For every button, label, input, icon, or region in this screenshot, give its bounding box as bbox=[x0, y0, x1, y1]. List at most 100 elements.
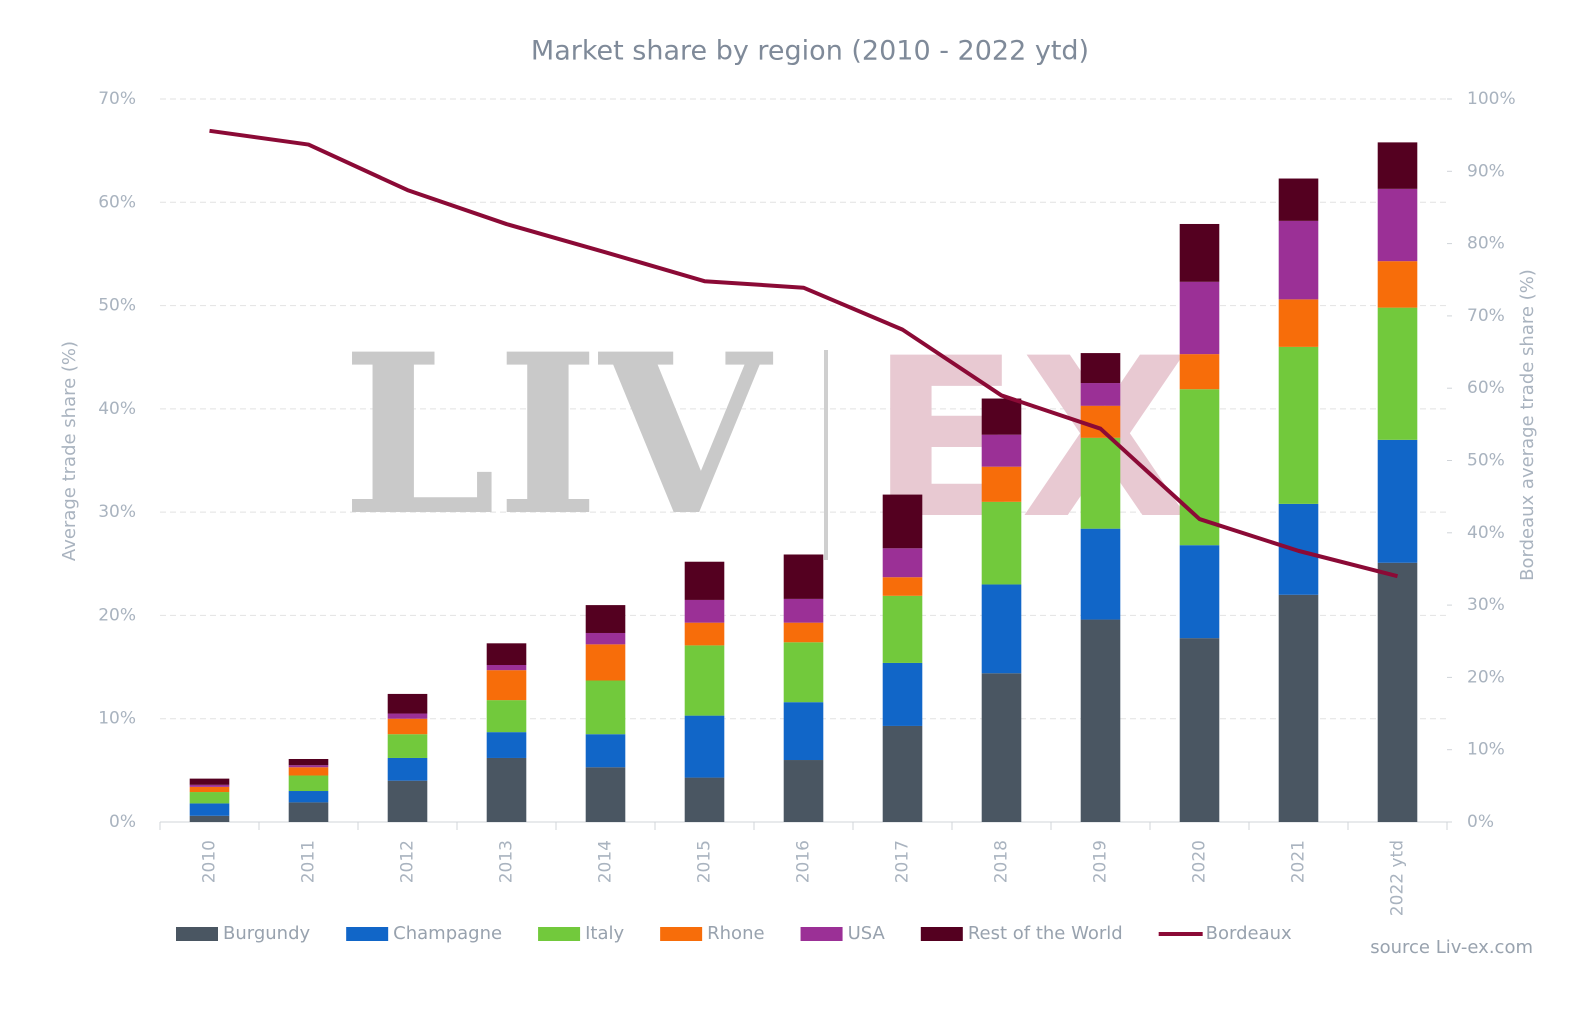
y2-tick-label: 40% bbox=[1467, 523, 1505, 543]
bar-segment bbox=[882, 662, 923, 726]
legend-label: Italy bbox=[585, 923, 624, 944]
bar-segment bbox=[486, 670, 527, 701]
bar-segment bbox=[189, 803, 230, 816]
legend-label: Champagne bbox=[393, 923, 502, 944]
bar-segment bbox=[1377, 261, 1418, 308]
bar-segment bbox=[684, 599, 725, 623]
y-tick-label: 60% bbox=[98, 192, 136, 212]
bar-segment bbox=[486, 643, 527, 666]
y2-tick-label: 50% bbox=[1467, 451, 1505, 471]
bar-segment bbox=[585, 767, 626, 822]
y-tick-label: 20% bbox=[98, 605, 136, 625]
bar-segment bbox=[684, 715, 725, 778]
bar-segment bbox=[585, 680, 626, 735]
bar-segment bbox=[1080, 383, 1121, 406]
bar-segment bbox=[288, 775, 329, 792]
x-tick-label: 2017 bbox=[893, 840, 913, 883]
y2-tick-label: 60% bbox=[1467, 378, 1505, 398]
bar-segment bbox=[189, 784, 230, 787]
bar-segment bbox=[189, 815, 230, 822]
bar-segment bbox=[783, 702, 824, 761]
bar-segment bbox=[981, 584, 1022, 674]
y-tick-label: 40% bbox=[98, 399, 136, 419]
y-tick-label: 70% bbox=[98, 89, 136, 109]
bar-segment bbox=[783, 622, 824, 643]
legend-swatch bbox=[538, 927, 581, 941]
legend-swatch bbox=[920, 927, 963, 941]
bar-segment bbox=[1377, 562, 1418, 822]
bar-segment bbox=[783, 642, 824, 703]
x-tick-label: 2016 bbox=[794, 840, 814, 883]
bar-segment bbox=[1278, 178, 1319, 221]
y2-tick-label: 90% bbox=[1467, 161, 1505, 181]
bar-segment bbox=[288, 758, 329, 766]
y2-axis-title: Bordeaux average trade share (%) bbox=[1517, 269, 1538, 581]
x-tick-label: 2011 bbox=[299, 840, 319, 883]
y2-tick-label: 100% bbox=[1467, 89, 1516, 109]
watermark: EX bbox=[870, 311, 1190, 567]
bar-segment bbox=[288, 765, 329, 768]
line-series bbox=[209, 128, 1398, 579]
bar-segment bbox=[783, 554, 824, 599]
bar-segment bbox=[783, 598, 824, 623]
bar-segment bbox=[1278, 220, 1319, 300]
bar-segment bbox=[684, 777, 725, 822]
legend-label: USA bbox=[848, 923, 886, 944]
x-tick-label: 2015 bbox=[695, 840, 715, 883]
x-tick-label: 2010 bbox=[200, 840, 220, 883]
y-axis-title: Average trade share (%) bbox=[59, 341, 80, 561]
bar-segment bbox=[684, 561, 725, 600]
bar-segment bbox=[486, 757, 527, 822]
bar-segment bbox=[486, 732, 527, 758]
legend-swatch bbox=[660, 927, 703, 941]
bar-segment bbox=[882, 595, 923, 663]
bar-segment bbox=[981, 466, 1022, 502]
source-note: source Liv-ex.com bbox=[1370, 937, 1533, 958]
bar-segment bbox=[387, 713, 428, 719]
bar-segment bbox=[1278, 594, 1319, 822]
bar-segment bbox=[1179, 638, 1220, 822]
y-tick-label: 30% bbox=[98, 502, 136, 522]
legend-label: Bordeaux bbox=[1206, 923, 1292, 944]
bar-segment bbox=[486, 700, 527, 733]
legend-swatch bbox=[800, 927, 843, 941]
bar-segment bbox=[1179, 354, 1220, 390]
bar-segment bbox=[288, 767, 329, 776]
y2-tick-label: 80% bbox=[1467, 234, 1505, 254]
chart-title: Market share by region (2010 - 2022 ytd) bbox=[531, 36, 1089, 67]
bar-segment bbox=[882, 494, 923, 549]
bar-segment bbox=[486, 665, 527, 671]
y-tick-label: 0% bbox=[109, 812, 136, 832]
bar-segment bbox=[1377, 188, 1418, 262]
y-tick-label: 10% bbox=[98, 709, 136, 729]
x-tick-label: 2021 bbox=[1289, 840, 1309, 883]
x-tick-label: 2020 bbox=[1190, 840, 1210, 883]
bar-segment bbox=[387, 693, 428, 714]
bar-segment bbox=[1080, 405, 1121, 438]
bar-segment bbox=[684, 622, 725, 646]
bar-segment bbox=[585, 605, 626, 633]
bar-segment bbox=[1278, 299, 1319, 347]
bar-segment bbox=[981, 673, 1022, 822]
grid bbox=[160, 98, 1447, 720]
watermark: LIV bbox=[342, 305, 774, 564]
y2-tick-label: 30% bbox=[1467, 595, 1505, 615]
bar-segment bbox=[1080, 437, 1121, 529]
y2-tick-label: 10% bbox=[1467, 740, 1505, 760]
bar-segment bbox=[1377, 142, 1418, 189]
y2-tick-label: 0% bbox=[1467, 812, 1494, 832]
x-tick-label: 2022 ytd bbox=[1388, 840, 1408, 916]
bar-segment bbox=[1080, 528, 1121, 620]
x-tick-label: 2012 bbox=[398, 840, 418, 883]
bar-segment bbox=[882, 548, 923, 578]
x-tick-label: 2014 bbox=[596, 840, 616, 883]
bar-segment bbox=[1179, 281, 1220, 355]
bar-segment bbox=[387, 757, 428, 781]
bar-segment bbox=[1377, 439, 1418, 563]
y2-tick-label: 20% bbox=[1467, 667, 1505, 687]
legend-swatch bbox=[176, 927, 218, 941]
bar-segment bbox=[387, 780, 428, 822]
bar-segment bbox=[981, 501, 1022, 585]
bar-segment bbox=[585, 644, 626, 681]
